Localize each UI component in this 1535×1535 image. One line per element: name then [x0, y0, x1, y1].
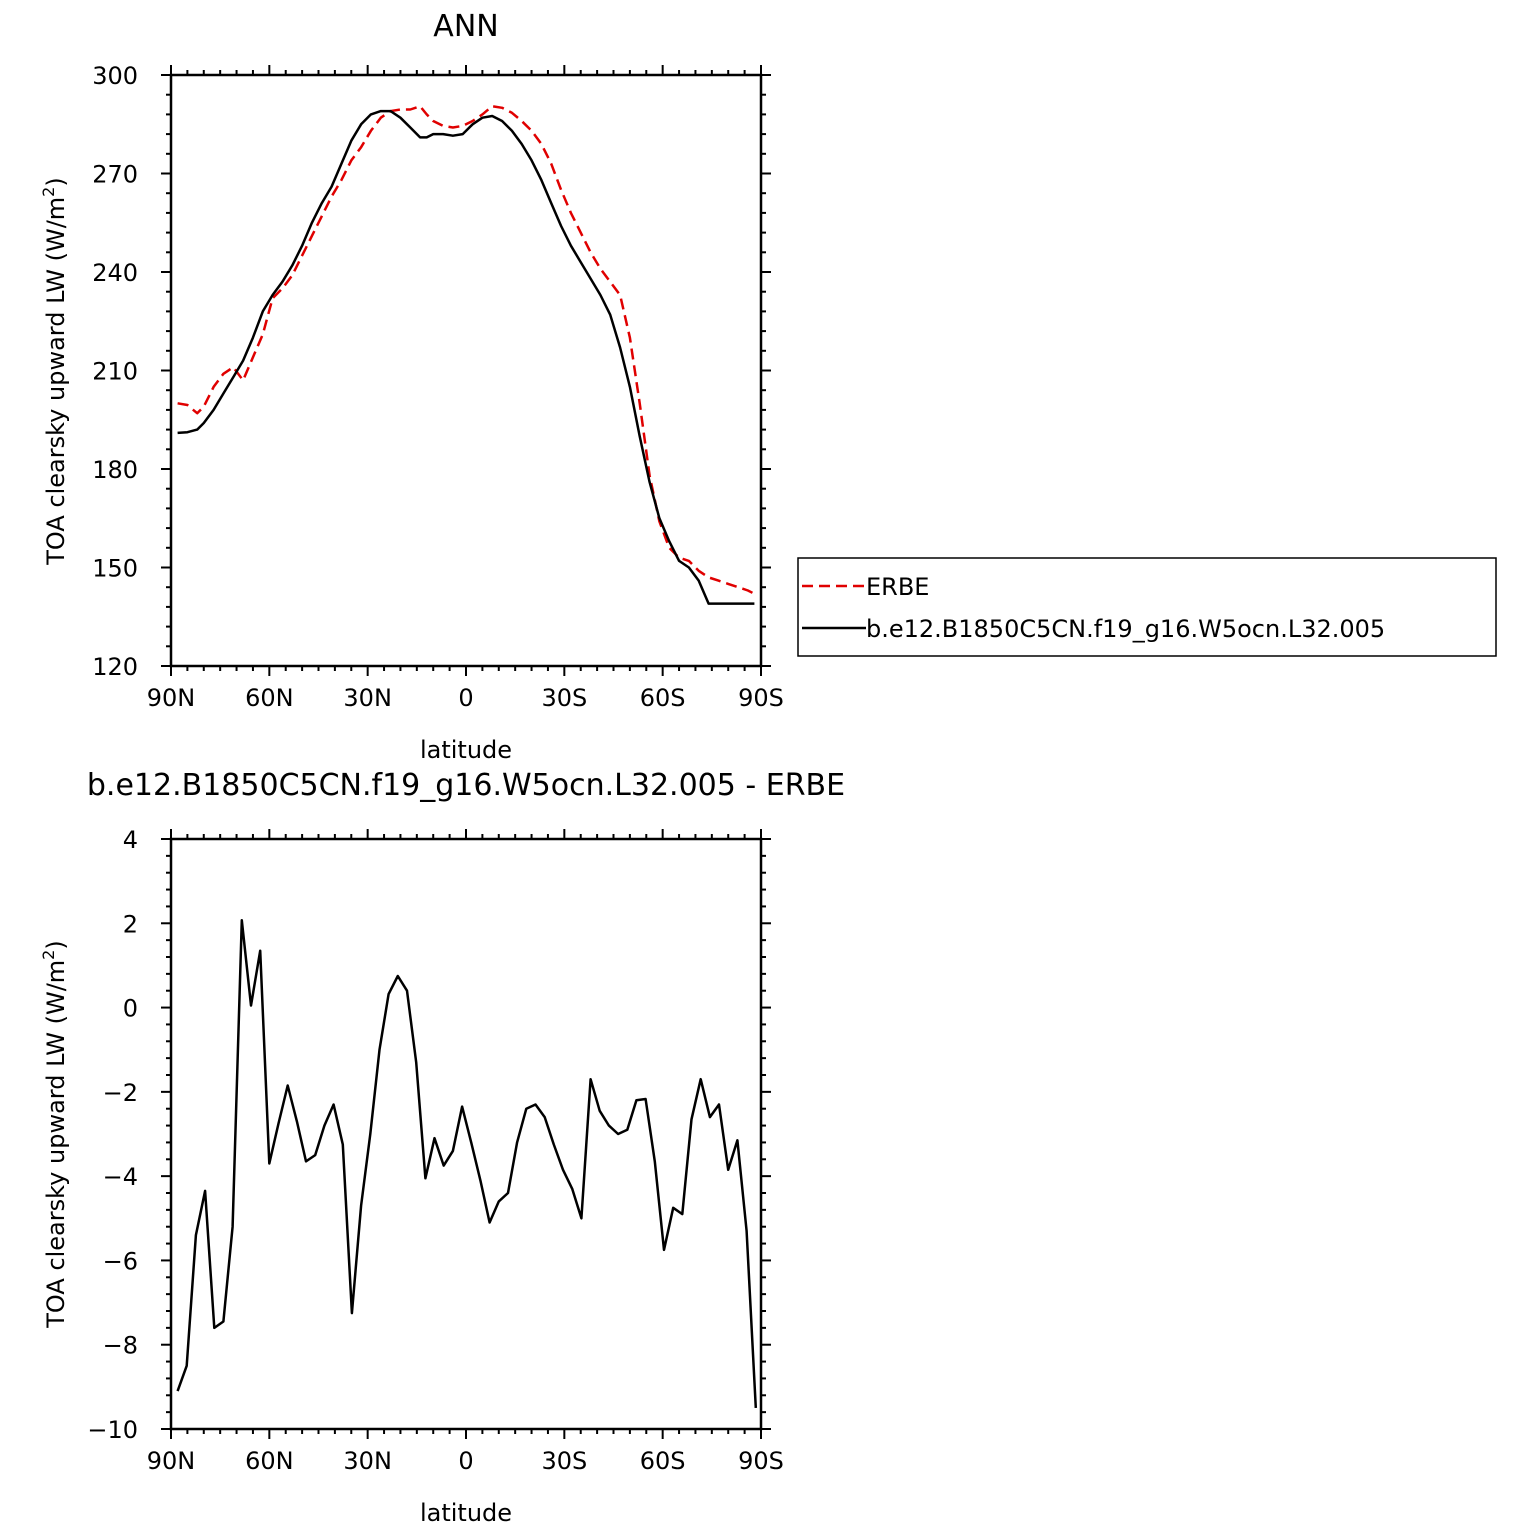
bottom-y-tick-label: 4 [123, 826, 138, 854]
top-x-axis-title: latitude [420, 736, 512, 764]
top-plot-title: ANN [433, 9, 498, 44]
top-x-tick-label: 90N [147, 684, 196, 712]
top-y-axis-title: TOA clearsky upward LW (W/m2) [39, 177, 70, 566]
top-y-tick-label: 240 [92, 259, 138, 287]
bottom-y-axis-title-main: TOA clearsky upward LW (W/m [42, 960, 70, 1329]
top-y-tick-label: 150 [92, 555, 138, 583]
top-series-b-e12-b1850c5cn-f19-g16-w5ocn-l32-005 [177, 109, 755, 605]
top-y-axis-title-close: ) [42, 177, 70, 186]
top-x-tick-label: 30N [343, 684, 392, 712]
legend: ERBE b.e12.B1850C5CN.f19_g16.W5ocn.L32.0… [797, 557, 1497, 657]
bottom-y-axis-title: TOA clearsky upward LW (W/m2) [39, 940, 70, 1329]
bottom-y-tick-label: 2 [123, 910, 138, 938]
top-x-tick-label: 0 [458, 684, 473, 712]
top-x-tick-label: 30S [541, 684, 587, 712]
legend-label-erbe: ERBE [866, 573, 929, 601]
bottom-y-tick-label: −10 [87, 1416, 138, 1444]
top-y-tick-label: 180 [92, 456, 138, 484]
top-series-erbe [177, 104, 755, 595]
bottom-x-tick-label: 60N [245, 1447, 294, 1475]
top-y-tick-label: 120 [92, 653, 138, 681]
top-y-axis-title-sup: 2 [39, 187, 58, 197]
bottom-panel: b.e12.B1850C5CN.f19_g16.W5ocn.L32.005 - … [39, 768, 845, 1527]
bottom-y-tick-label: 0 [123, 995, 138, 1023]
bottom-y-tick-label: −8 [103, 1332, 138, 1360]
top-y-tick-label: 300 [92, 62, 138, 90]
bottom-x-tick-label: 90N [147, 1447, 196, 1475]
bottom-ticks [161, 829, 771, 1439]
bottom-x-axis-title: latitude [420, 1499, 512, 1527]
top-panel: ANN 90N 60N 30N 0 30S 60S 90S 120 150 180 210 240 27… [39, 9, 784, 764]
bottom-x-tick-label: 60S [640, 1447, 686, 1475]
top-y-tick-label: 270 [92, 161, 138, 189]
bottom-plot-frame [169, 837, 763, 1431]
bottom-y-tick-label: −6 [103, 1247, 138, 1275]
top-x-tick-label: 60S [640, 684, 686, 712]
top-y-axis-title-main: TOA clearsky upward LW (W/m [42, 197, 70, 566]
bottom-y-axis-title-sup: 2 [39, 950, 58, 960]
bottom-x-tick-label: 0 [458, 1447, 473, 1475]
bottom-x-tick-label: 30S [541, 1447, 587, 1475]
top-tick-labels: 90N 60N 30N 0 30S 60S 90S 120 150 180 210 240 270 300 [92, 62, 784, 712]
top-y-tick-label: 210 [92, 358, 138, 386]
top-series-layer [177, 104, 755, 605]
bottom-x-tick-label: 30N [343, 1447, 392, 1475]
bottom-y-tick-label: −4 [103, 1163, 138, 1191]
bottom-plot-title: b.e12.B1850C5CN.f19_g16.W5ocn.L32.005 - … [87, 768, 845, 803]
bottom-series-difference [176, 919, 758, 1408]
bottom-tick-labels: 90N 60N 30N 0 30S 60S 90S −10 −8 −6 −4 −2 0 2 4 [87, 826, 784, 1475]
bottom-y-axis-title-close: ) [42, 940, 70, 949]
legend-box [797, 557, 1497, 657]
top-ticks [161, 65, 771, 676]
bottom-x-tick-label: 90S [738, 1447, 784, 1475]
legend-label-model: b.e12.B1850C5CN.f19_g16.W5ocn.L32.005 [866, 615, 1385, 643]
top-x-tick-label: 90S [738, 684, 784, 712]
bottom-y-tick-label: −2 [103, 1079, 138, 1107]
top-plot-frame [169, 73, 763, 668]
top-x-tick-label: 60N [245, 684, 294, 712]
bottom-series-layer [176, 919, 758, 1408]
